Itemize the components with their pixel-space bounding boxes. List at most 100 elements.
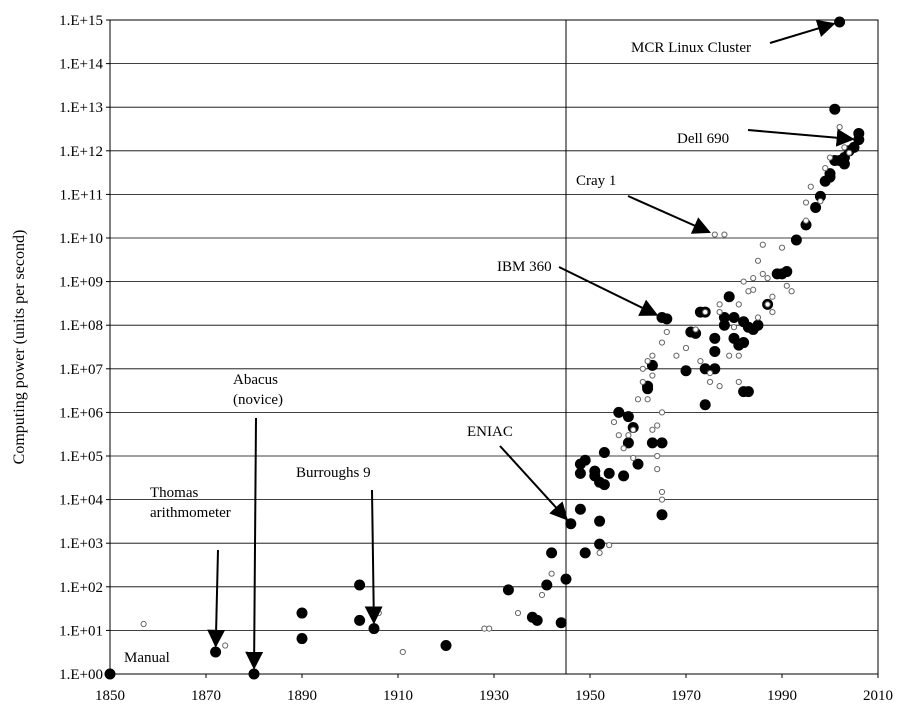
y-axis-label: Computing power (units per second) <box>11 230 28 465</box>
data-point <box>594 538 606 550</box>
y-tick-label: 1.E+11 <box>60 187 103 203</box>
annotation-arrow <box>627 195 711 234</box>
data-point-small <box>735 378 742 386</box>
data-point <box>656 509 668 521</box>
annotation-label: Thomas <box>150 485 198 501</box>
data-point-small <box>654 422 661 429</box>
annotation-arrow <box>245 417 264 670</box>
data-point <box>354 579 366 591</box>
data-point <box>579 547 591 559</box>
data-point <box>709 345 721 357</box>
annotation-arrow <box>558 266 659 316</box>
data-point <box>546 547 558 559</box>
data-point-small <box>706 369 714 377</box>
data-point <box>680 365 692 377</box>
data-point-small <box>846 149 853 156</box>
data-point-small <box>658 488 666 496</box>
gridlines <box>110 63 878 631</box>
data-point <box>296 633 308 645</box>
data-point-small <box>836 123 843 131</box>
data-point <box>104 668 116 680</box>
data-point-small <box>754 314 762 321</box>
data-point <box>579 454 591 466</box>
y-tick-label: 1.E+15 <box>59 13 103 29</box>
data-point <box>738 337 750 349</box>
x-tick-label: 1930 <box>479 688 509 704</box>
x-tick-label: 1910 <box>383 688 413 704</box>
y-tick-label: 1.E+02 <box>59 580 103 596</box>
data-point-small <box>788 288 795 295</box>
data-point <box>565 518 577 530</box>
data-point <box>594 515 606 527</box>
data-point-small <box>615 432 622 439</box>
annotation-label: IBM 360 <box>497 259 552 275</box>
data-point-small <box>740 278 747 285</box>
data-point-small <box>644 358 651 365</box>
data-point <box>502 584 514 596</box>
data-points <box>104 16 865 680</box>
data-point-small <box>716 308 723 316</box>
y-tick-label: 1.E+08 <box>59 318 103 334</box>
x-tick-label: 1990 <box>767 688 797 704</box>
data-point-small <box>716 383 723 390</box>
y-tick-label: 1.E+01 <box>59 623 103 639</box>
x-tick-label: 1970 <box>671 688 701 704</box>
data-point-small <box>721 231 728 238</box>
data-point-small <box>750 275 757 282</box>
data-point <box>661 313 673 325</box>
data-point <box>781 266 793 278</box>
y-tick-label: 1.E+06 <box>59 405 103 421</box>
data-point <box>622 437 634 449</box>
data-point-small <box>822 165 829 172</box>
data-point <box>709 332 721 344</box>
annotation-arrow <box>747 128 855 147</box>
data-point <box>800 219 812 231</box>
annotation-label: arithmometer <box>150 505 231 521</box>
data-point-small <box>673 352 680 359</box>
y-tick-label: 1.E+07 <box>59 362 103 378</box>
data-point <box>574 503 586 515</box>
data-point <box>829 103 841 115</box>
data-point <box>824 168 836 180</box>
data-point-small <box>514 609 522 617</box>
data-point-small <box>769 308 776 316</box>
annotation-label: Dell 690 <box>677 131 729 147</box>
data-point-small <box>692 326 699 333</box>
data-point <box>718 319 730 331</box>
y-tick-label: 1.E+03 <box>59 536 103 552</box>
data-point <box>603 467 615 479</box>
data-point-small <box>649 352 656 359</box>
data-point-small <box>649 426 656 433</box>
data-point <box>560 573 572 585</box>
data-point-small <box>663 328 670 336</box>
data-point-small <box>735 352 742 359</box>
data-point-small <box>711 231 718 238</box>
data-point-small <box>759 270 766 278</box>
data-point-small <box>716 301 723 308</box>
data-point-small <box>726 352 733 359</box>
data-point-small <box>140 620 147 628</box>
data-point-small <box>610 418 618 426</box>
x-axis-ticks: 1850 1870 1890 1910 1930 1950 1970 1990 2010 <box>95 674 893 704</box>
data-point-small <box>658 496 666 503</box>
annotation-label: Cray 1 <box>576 173 616 189</box>
data-point-small <box>826 154 834 161</box>
data-point-small <box>802 199 810 206</box>
x-tick-label: 2010 <box>863 688 893 704</box>
data-point-small <box>802 217 810 224</box>
data-point <box>853 127 865 139</box>
data-point-small <box>634 396 642 403</box>
data-point <box>622 411 634 423</box>
data-point <box>814 190 826 202</box>
x-tick-label: 1870 <box>191 688 221 704</box>
plot-area <box>109 19 879 675</box>
data-point-small <box>764 301 771 308</box>
y-tick-label: 1.E+00 <box>59 667 103 683</box>
data-point <box>368 623 380 635</box>
data-point-small <box>783 282 790 289</box>
data-point <box>354 614 366 626</box>
data-point-small <box>658 339 666 346</box>
data-point-small <box>654 452 661 460</box>
data-point-small <box>735 301 742 308</box>
